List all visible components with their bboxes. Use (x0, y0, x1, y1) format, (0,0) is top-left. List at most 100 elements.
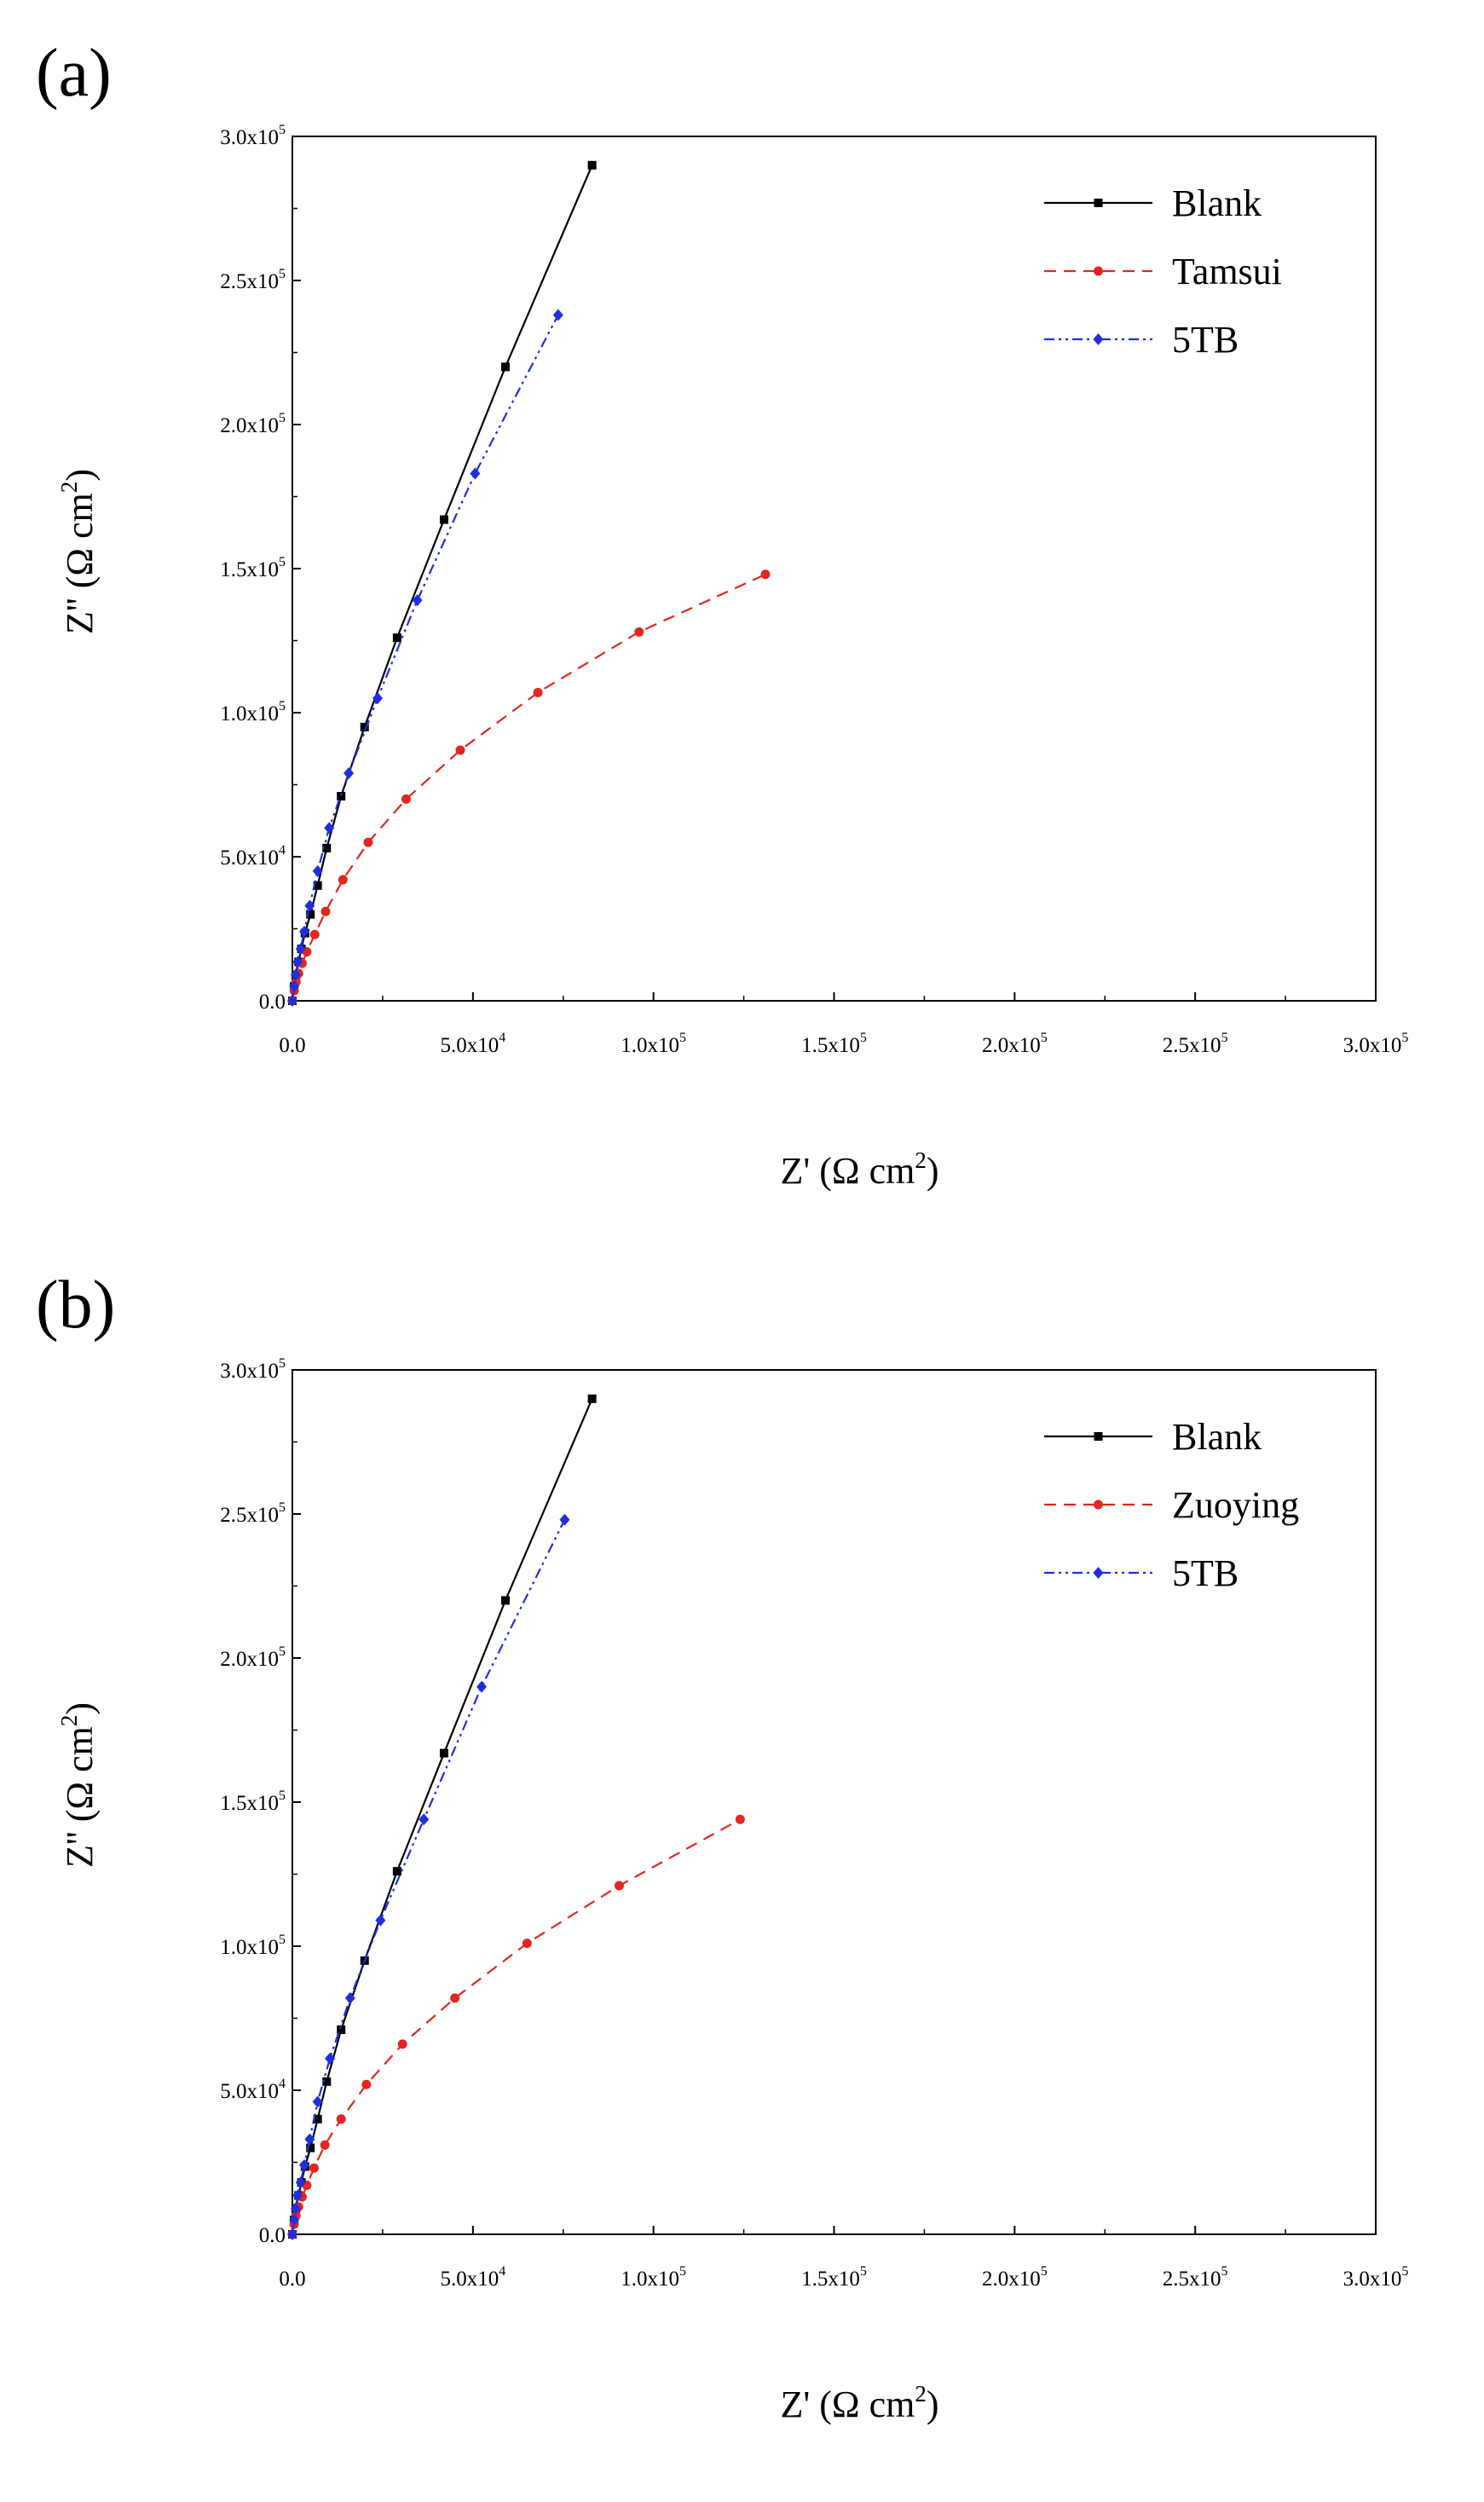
data-point (322, 843, 332, 852)
data-point (289, 2214, 300, 2227)
data-point (363, 837, 373, 847)
data-point (320, 906, 331, 916)
data-point (587, 160, 597, 170)
y-tick-label: 5.0x104 (220, 843, 286, 870)
data-point (298, 2158, 309, 2171)
data-point (325, 2052, 336, 2065)
legend-label: 5TB (1172, 1552, 1239, 1594)
legend-marker (1093, 1567, 1104, 1579)
data-point (552, 309, 563, 321)
series-tamsui (287, 569, 771, 1006)
data-point (313, 881, 322, 890)
data-point (476, 1680, 488, 1693)
series-line (291, 1398, 593, 2235)
data-point (287, 995, 297, 1007)
series-5tb (287, 309, 563, 1007)
x-axis-title: Z' (Ω cm2) (780, 2381, 938, 2425)
y-tick-label: 5.0x104 (220, 2077, 286, 2103)
x-tick-label: 3.0x105 (1343, 2264, 1409, 2291)
data-point (735, 1814, 745, 1824)
x-tick-label: 0.0 (279, 2268, 305, 2291)
data-point (614, 1881, 624, 1891)
panel-label: (a) (36, 36, 112, 111)
y-axis-title: Z'' (Ω cm2) (56, 469, 101, 634)
x-tick-label: 1.5x105 (801, 2264, 867, 2291)
data-point (337, 792, 346, 801)
data-point (292, 2189, 303, 2202)
series-line (291, 1519, 566, 2235)
x-tick-label: 1.5x105 (801, 1031, 867, 1057)
data-point (760, 569, 771, 580)
chart-panel-a: (a) 0.0 5.0x104 1.0x105 1.5x105 2.0x105 2.5x10… (36, 36, 1408, 1192)
series-zuoying (287, 1814, 745, 2239)
legend-label: Blank (1172, 182, 1262, 224)
data-point (324, 822, 335, 835)
data-point (401, 794, 411, 804)
legend: Blank Tamsui 5TB (1044, 182, 1282, 361)
data-point (392, 1867, 401, 1876)
data-point (312, 864, 323, 877)
data-point (392, 633, 401, 643)
series-line (291, 573, 766, 1002)
y-tick-label: 2.0x105 (220, 411, 286, 437)
y-axis-title: Z'' (Ω cm2) (56, 1702, 101, 1868)
data-point (397, 2039, 407, 2049)
x-tick-label: 1.0x105 (621, 1031, 686, 1057)
legend-marker (1093, 333, 1104, 345)
data-point (634, 627, 644, 637)
data-point (304, 2133, 315, 2146)
y-tick-label: 2.5x105 (220, 1500, 286, 1527)
data-point (533, 687, 543, 697)
y-tick-label: 0.0 (259, 2224, 286, 2247)
data-point (298, 925, 309, 938)
data-point (290, 2202, 301, 2215)
chart-panel-b: (b) 0.0 5.0x104 1.0x105 1.5x105 2.0x105 2.5x10… (36, 1268, 1408, 2425)
legend-marker (1094, 1432, 1103, 1441)
legend: Blank Zuoying 5TB (1044, 1416, 1299, 1594)
data-point (313, 2114, 322, 2124)
data-point (361, 2079, 372, 2089)
data-point (419, 1813, 430, 1826)
x-tick-label: 3.0x105 (1343, 1031, 1409, 1057)
series-line (291, 165, 593, 1002)
data-point (289, 980, 300, 993)
data-point (559, 1513, 570, 1526)
data-point (306, 910, 315, 919)
y-tick-label: 1.0x105 (220, 1933, 286, 1959)
legend-marker (1094, 266, 1103, 276)
x-tick-label: 2.0x105 (982, 1031, 1048, 1057)
data-point (344, 766, 355, 779)
data-point (320, 2140, 330, 2150)
data-point (587, 1394, 597, 1403)
data-point (375, 1914, 386, 1927)
data-point (306, 2143, 315, 2152)
data-point (295, 2176, 306, 2189)
legend-label: Tamsui (1172, 251, 1282, 292)
y-tick-label: 1.5x105 (220, 1788, 286, 1815)
legend-marker (1094, 1499, 1103, 1510)
data-point (337, 2025, 346, 2035)
data-point (309, 929, 320, 939)
x-tick-label: 2.5x105 (1163, 2264, 1228, 2291)
data-point (322, 2077, 332, 2086)
data-point (312, 2095, 323, 2108)
data-point (338, 875, 348, 885)
series-blank (288, 160, 597, 1005)
data-point (304, 899, 315, 912)
data-point (295, 943, 306, 956)
data-point (336, 2114, 346, 2124)
y-tick-label: 2.5x105 (220, 267, 286, 293)
data-point (292, 956, 303, 968)
y-tick-label: 3.0x105 (220, 1356, 286, 1383)
data-point (500, 362, 510, 372)
data-point (500, 1596, 510, 1605)
data-point (309, 2163, 319, 2173)
y-tick-label: 0.0 (259, 991, 286, 1014)
data-point (412, 594, 423, 607)
y-tick-label: 1.5x105 (220, 555, 286, 581)
y-tick-label: 2.0x105 (220, 1644, 286, 1671)
panel-label: (b) (36, 1268, 115, 1343)
series-5tb (287, 1513, 570, 2240)
data-point (290, 968, 301, 981)
